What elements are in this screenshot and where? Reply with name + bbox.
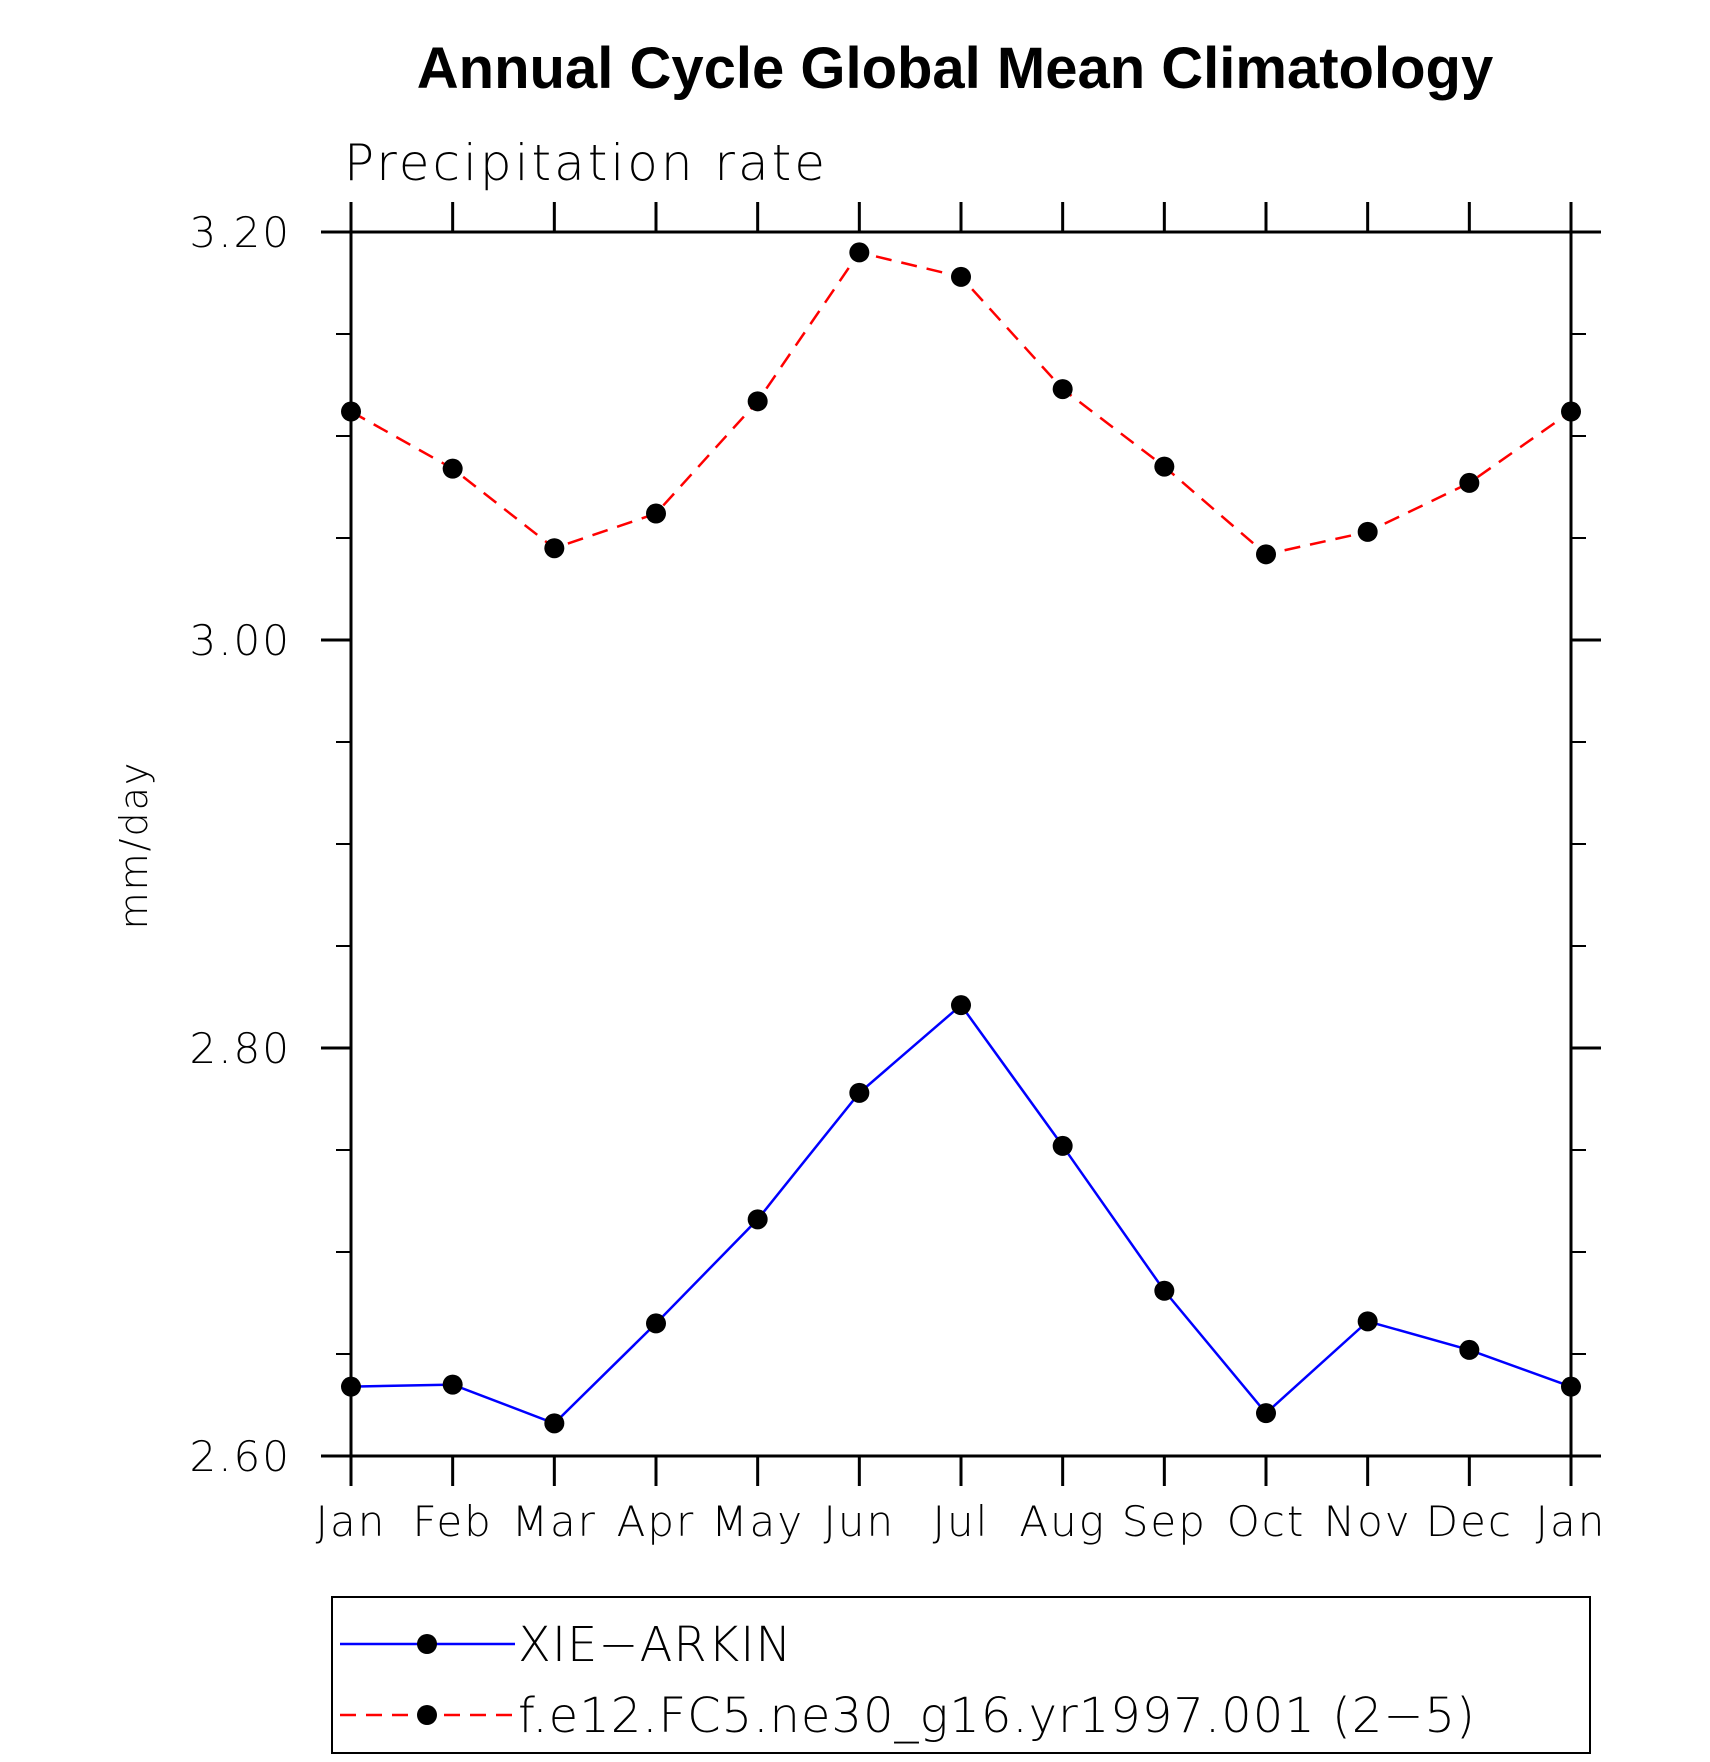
series-layer: [341, 242, 1581, 1434]
data-point: [544, 538, 565, 559]
y-axis-label: mm/day: [112, 761, 156, 930]
x-tick-label: Jul: [933, 1497, 990, 1546]
data-point: [1052, 379, 1073, 400]
data-point: [849, 1082, 870, 1103]
x-tick-label: May: [711, 1497, 804, 1546]
data-point: [951, 266, 971, 287]
x-tick-label: Sep: [1122, 1497, 1207, 1546]
series-1: [341, 242, 1581, 565]
x-tick-label: Dec: [1426, 1497, 1513, 1546]
y-tick-label: 2.80: [189, 1024, 291, 1073]
data-point: [1256, 1403, 1276, 1424]
data-point: [1459, 1339, 1480, 1360]
x-tick-label: Apr: [617, 1497, 696, 1546]
legend-marker: [417, 1634, 437, 1654]
data-point: [1561, 1376, 1581, 1397]
y-tick-label: 3.00: [189, 616, 291, 665]
data-point: [341, 401, 361, 422]
y-tick-label: 3.20: [189, 208, 291, 257]
data-point: [1154, 456, 1175, 477]
legend-frame: [331, 1596, 1591, 1754]
legend-marker: [417, 1705, 437, 1725]
legend-label: f.e12.FC5.ne30_g16.yr1997.001 (2−5): [518, 1688, 1476, 1744]
data-point: [747, 391, 768, 412]
legend: XIE−ARKIN f.e12.FC5.ne30_g16.yr1997.001 (…: [331, 1596, 1591, 1754]
series-line: [350, 1003, 1572, 1425]
data-point: [1357, 521, 1378, 542]
data-point: [544, 1413, 565, 1434]
series-0: [341, 995, 1581, 1434]
data-point: [1256, 544, 1276, 565]
x-tick-label: Aug: [1019, 1497, 1106, 1546]
x-tick-label: Jan: [1536, 1497, 1607, 1546]
data-point: [442, 1374, 463, 1395]
data-point: [1357, 1311, 1378, 1332]
x-tick-label: Jun: [824, 1497, 896, 1546]
data-point: [646, 1313, 666, 1334]
series-line: [350, 250, 1572, 556]
data-point: [1154, 1280, 1175, 1301]
x-tick-label: Mar: [512, 1497, 597, 1546]
chart-subtitle: Precipitation rate: [344, 134, 828, 192]
data-point: [1561, 401, 1581, 422]
chart-title: Annual Cycle Global Mean Climatology: [417, 36, 1493, 101]
data-point: [341, 1376, 361, 1397]
plot-frame: [349, 230, 1573, 1458]
legend-label: XIE−ARKIN: [518, 1617, 792, 1673]
x-tick-label: Jan: [316, 1497, 387, 1546]
x-tick-label: Oct: [1227, 1497, 1306, 1546]
y-tick-label: 2.60: [189, 1432, 291, 1481]
data-point: [442, 458, 463, 479]
data-point: [1459, 472, 1480, 493]
data-point: [747, 1209, 768, 1230]
plot-axes: Jan Feb Mar Apr May Jun Jul Aug Sep Oct Nov Dec Jan 2…: [189, 202, 1607, 1546]
data-point: [646, 503, 666, 524]
data-point: [1052, 1135, 1073, 1156]
x-tick-label: Nov: [1324, 1497, 1412, 1546]
data-point: [849, 242, 870, 263]
x-tick-label: Feb: [412, 1497, 492, 1546]
data-point: [951, 995, 971, 1016]
